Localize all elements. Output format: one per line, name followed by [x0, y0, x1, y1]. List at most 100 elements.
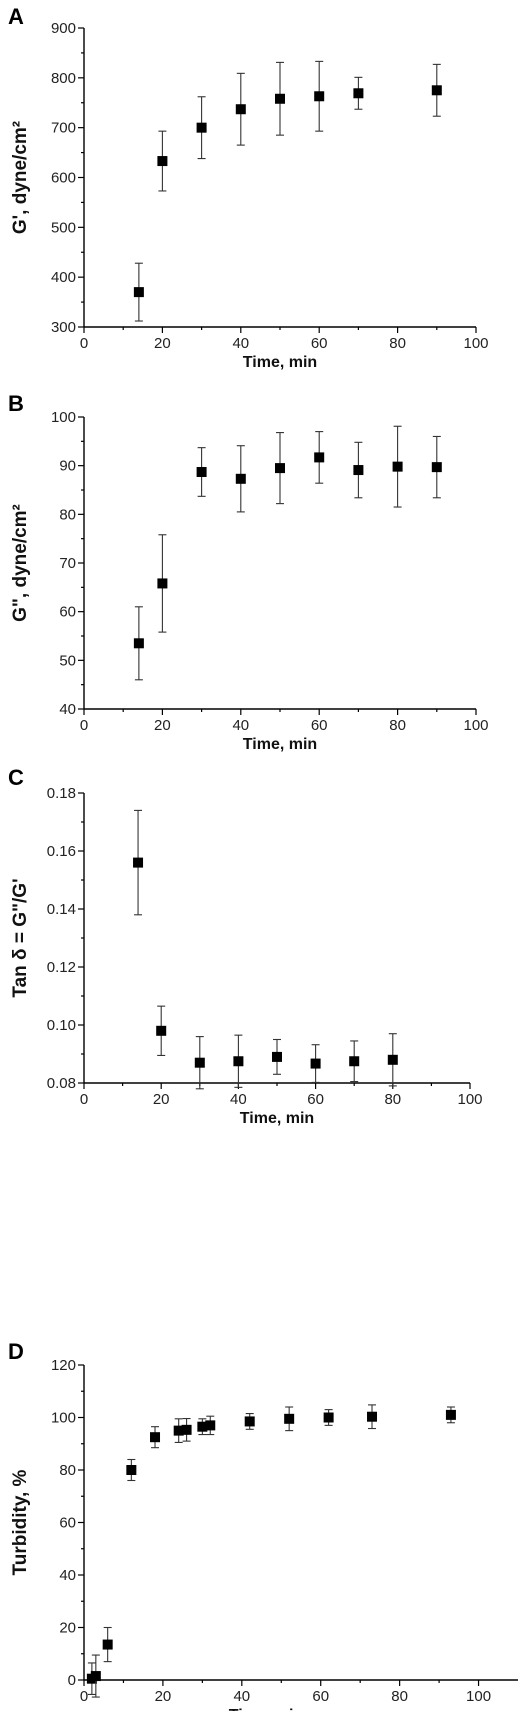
y-tick-label-a: 900	[51, 20, 76, 37]
data-point-b	[392, 461, 403, 472]
y-axis-title-d: Turbidity, %	[10, 1469, 31, 1575]
data-point-c	[387, 1054, 398, 1065]
y-tick-label-a: 400	[51, 269, 76, 286]
data-point-b	[353, 465, 364, 476]
data-point-d	[173, 1425, 184, 1436]
x-axis-title-c: Time, min	[240, 1110, 314, 1127]
x-tick-label-d: 40	[233, 1688, 250, 1705]
y-tick-label-b: 90	[59, 458, 76, 475]
x-tick-label-d: 60	[312, 1688, 329, 1705]
data-point-c	[194, 1057, 205, 1068]
y-tick-label-a: 800	[51, 70, 76, 87]
data-point-a	[431, 85, 442, 96]
x-axis-title-a: Time, min	[243, 354, 317, 371]
data-point-c	[133, 857, 144, 868]
y-tick-label-c: 0.14	[47, 901, 76, 918]
data-point-c	[272, 1051, 282, 1062]
x-tick-label-d: 20	[155, 1688, 172, 1705]
x-tick-label-c: 60	[307, 1091, 324, 1108]
data-point-a	[314, 91, 325, 102]
data-point-a	[196, 122, 207, 133]
x-tick-label-b: 80	[389, 717, 406, 734]
x-tick-label-a: 80	[389, 335, 406, 352]
data-point-b	[157, 578, 168, 589]
x-tick-label-b: 0	[80, 717, 88, 734]
data-point-d	[102, 1639, 113, 1650]
panel-letter-b: B	[8, 391, 24, 416]
data-point-d	[205, 1420, 216, 1431]
data-point-a	[157, 156, 168, 167]
y-tick-label-d: 20	[59, 1620, 76, 1637]
data-point-a	[353, 88, 364, 99]
x-tick-label-c: 20	[153, 1091, 170, 1108]
x-tick-label-b: 40	[232, 717, 249, 734]
x-tick-label-b: 60	[311, 717, 328, 734]
data-point-d	[126, 1465, 137, 1475]
y-tick-label-b: 100	[51, 409, 76, 426]
x-tick-label-a: 40	[232, 335, 249, 352]
y-tick-label-d: 80	[59, 1462, 76, 1479]
y-axis-title-c: Tan δ = G"/G'	[10, 878, 31, 997]
y-axis-title-a: G', dyne/cm²	[10, 121, 31, 234]
data-point-d	[244, 1416, 255, 1427]
panel-letter-c: C	[8, 765, 24, 790]
data-point-b	[431, 462, 442, 473]
data-point-b	[275, 463, 285, 474]
y-tick-label-b: 70	[59, 555, 76, 572]
y-tick-label-c: 0.10	[47, 1017, 76, 1034]
x-axis-title-b: Time, min	[243, 736, 317, 753]
x-tick-label-c: 0	[80, 1091, 88, 1108]
y-tick-label-d: 40	[59, 1567, 76, 1584]
x-tick-label-b: 20	[154, 717, 171, 734]
y-tick-label-d: 0	[68, 1672, 76, 1689]
x-tick-label-a: 0	[80, 335, 88, 352]
y-tick-label-a: 500	[51, 219, 76, 236]
data-point-d	[150, 1432, 161, 1443]
data-point-d	[367, 1411, 378, 1422]
data-point-b	[133, 638, 144, 649]
y-tick-label-d: 120	[51, 1357, 76, 1374]
data-point-d	[90, 1671, 101, 1682]
data-point-c	[156, 1025, 167, 1036]
y-tick-label-a: 700	[51, 120, 76, 137]
x-tick-label-a: 60	[311, 335, 328, 352]
data-point-c	[310, 1058, 321, 1069]
y-tick-label-d: 60	[59, 1515, 76, 1532]
panel-letter-d: D	[8, 1339, 24, 1364]
y-tick-label-b: 60	[59, 604, 76, 621]
data-point-a	[235, 104, 246, 115]
x-tick-label-c: 40	[230, 1091, 247, 1108]
y-tick-label-b: 50	[59, 652, 76, 669]
x-axis-title-d: Time, min	[229, 1707, 303, 1711]
data-point-a	[275, 93, 285, 104]
x-tick-label-d: 80	[391, 1688, 408, 1705]
data-point-d	[284, 1413, 295, 1424]
data-point-d	[181, 1424, 192, 1435]
x-tick-label-c: 80	[384, 1091, 401, 1108]
y-tick-label-c: 0.12	[47, 959, 76, 976]
data-point-c	[349, 1056, 360, 1067]
y-tick-label-a: 600	[51, 170, 76, 187]
panel-letter-a: A	[8, 4, 24, 29]
data-point-b	[314, 452, 325, 463]
y-tick-label-d: 100	[51, 1410, 76, 1427]
x-tick-label-c: 100	[457, 1091, 482, 1108]
y-axis-title-b: G", dyne/cm²	[10, 504, 31, 622]
data-point-d	[323, 1412, 334, 1423]
y-tick-label-b: 40	[59, 701, 76, 718]
x-tick-label-b: 100	[463, 717, 488, 734]
y-tick-label-a: 300	[51, 319, 76, 336]
y-tick-label-c: 0.08	[47, 1075, 76, 1092]
y-tick-label-c: 0.16	[47, 843, 76, 860]
x-tick-label-a: 100	[463, 335, 488, 352]
x-tick-label-d: 100	[466, 1688, 491, 1705]
data-point-b	[196, 466, 207, 477]
data-point-a	[133, 287, 144, 298]
y-tick-label-b: 80	[59, 506, 76, 523]
data-point-c	[233, 1056, 244, 1067]
data-point-b	[235, 473, 246, 484]
y-tick-label-c: 0.18	[47, 785, 76, 802]
x-tick-label-d: 0	[80, 1688, 88, 1705]
x-tick-label-a: 20	[154, 335, 171, 352]
